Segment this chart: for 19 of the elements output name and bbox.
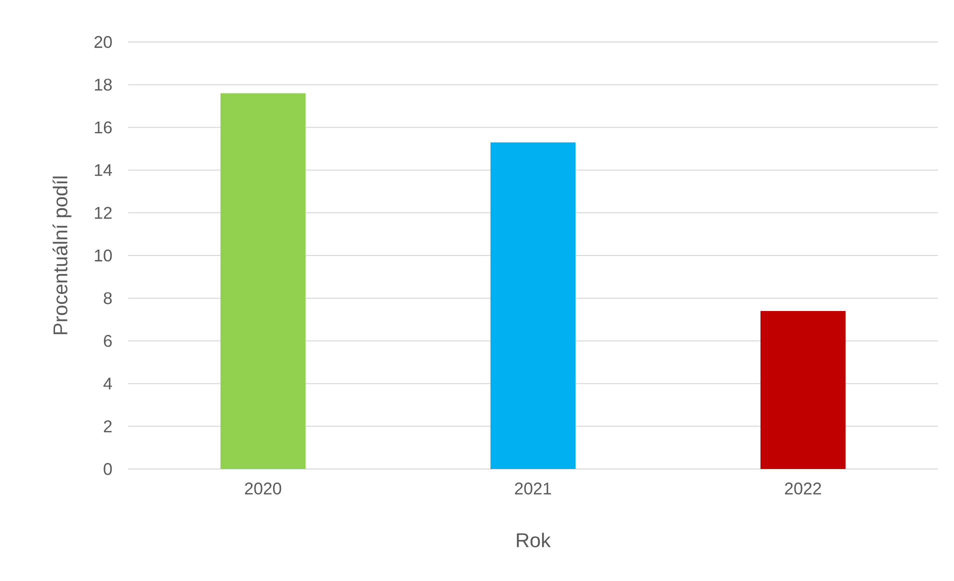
y-tick-label: 6 <box>104 334 112 347</box>
y-tick-label: 16 <box>94 121 112 134</box>
x-tick-label: 2022 <box>785 482 821 495</box>
y-axis-title: Procentuální podíl <box>52 176 72 334</box>
y-tick-label: 8 <box>104 292 112 304</box>
bar <box>490 142 576 469</box>
x-tick-label: 2021 <box>515 482 552 495</box>
y-tick-label: 14 <box>94 164 112 176</box>
x-tick-label: 2020 <box>245 482 282 495</box>
bar <box>220 93 306 469</box>
y-tick-label: 2 <box>104 420 112 432</box>
y-tick-label: 10 <box>94 250 112 262</box>
y-tick-label: 4 <box>103 378 112 390</box>
y-tick-label: 18 <box>94 78 112 91</box>
y-tick-label: 0 <box>104 463 112 475</box>
y-tick-label: 12 <box>94 206 112 219</box>
x-axis-title: Rok <box>516 532 551 548</box>
y-tick-label: 20 <box>94 36 112 48</box>
bar <box>760 311 846 469</box>
